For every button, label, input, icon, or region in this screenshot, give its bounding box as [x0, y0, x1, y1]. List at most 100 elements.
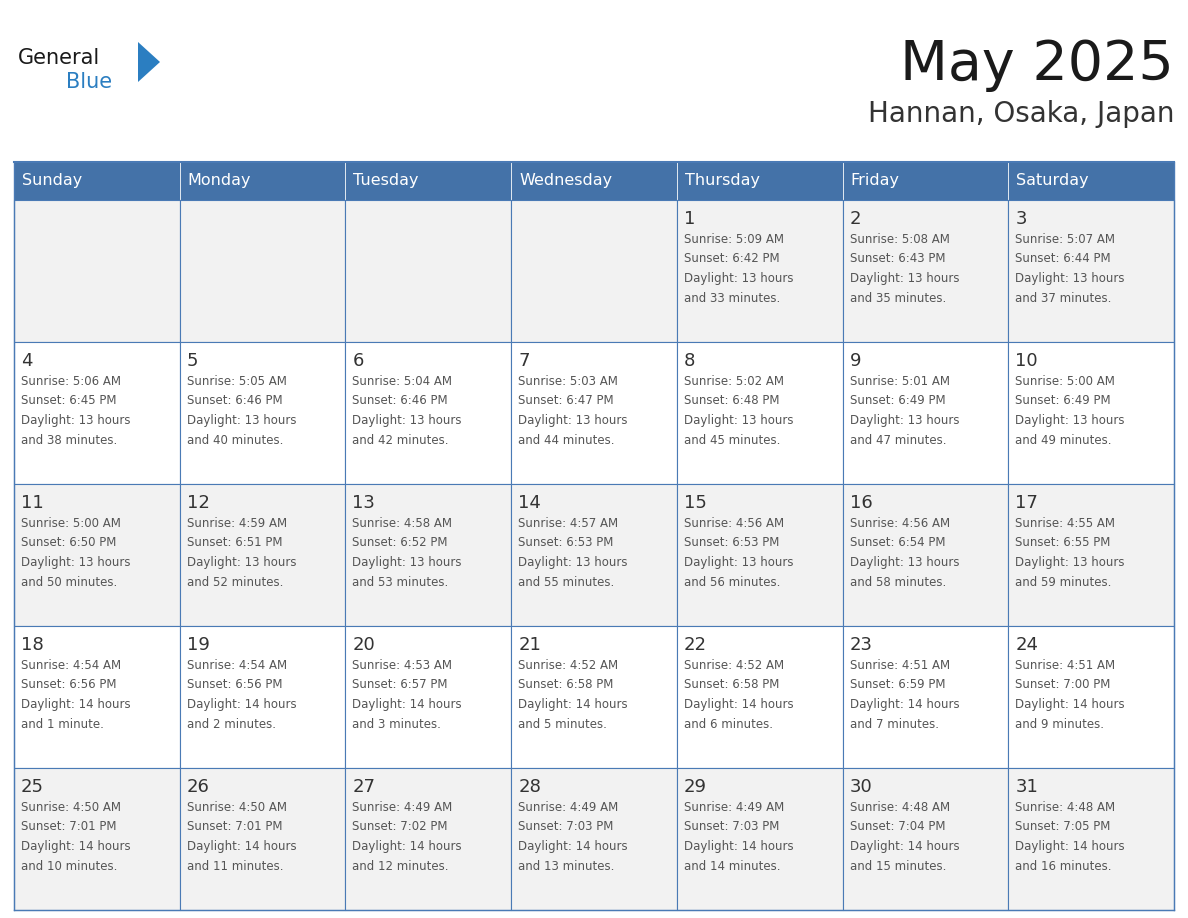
Text: Sunset: 6:48 PM: Sunset: 6:48 PM: [684, 395, 779, 408]
Text: Sunrise: 4:50 AM: Sunrise: 4:50 AM: [21, 801, 121, 814]
Text: Daylight: 13 hours: Daylight: 13 hours: [849, 556, 959, 569]
Text: Sunset: 7:01 PM: Sunset: 7:01 PM: [21, 821, 116, 834]
Text: General: General: [18, 48, 100, 68]
Bar: [179, 768, 346, 910]
Text: Sunrise: 5:05 AM: Sunrise: 5:05 AM: [187, 375, 286, 388]
Text: Sunday: Sunday: [23, 174, 82, 188]
Bar: [677, 200, 842, 342]
Text: Sunrise: 5:04 AM: Sunrise: 5:04 AM: [353, 375, 453, 388]
Text: 23: 23: [849, 636, 872, 654]
Polygon shape: [138, 42, 160, 82]
Bar: [179, 626, 346, 768]
Bar: [14, 626, 179, 768]
Bar: [842, 626, 1009, 768]
Bar: [842, 342, 1009, 484]
Text: 14: 14: [518, 494, 541, 512]
Text: Daylight: 14 hours: Daylight: 14 hours: [684, 698, 794, 711]
Text: and 11 minutes.: and 11 minutes.: [187, 859, 283, 872]
Bar: [1009, 162, 1174, 200]
Text: 17: 17: [1016, 494, 1038, 512]
Bar: [511, 162, 677, 200]
Text: 22: 22: [684, 636, 707, 654]
Text: Daylight: 13 hours: Daylight: 13 hours: [849, 272, 959, 285]
Bar: [511, 342, 677, 484]
Bar: [1009, 626, 1174, 768]
Text: Sunrise: 4:51 AM: Sunrise: 4:51 AM: [1016, 659, 1116, 672]
Text: Sunrise: 4:48 AM: Sunrise: 4:48 AM: [1016, 801, 1116, 814]
Bar: [346, 162, 511, 200]
Text: May 2025: May 2025: [901, 38, 1174, 92]
Text: and 12 minutes.: and 12 minutes.: [353, 859, 449, 872]
Text: Sunrise: 5:07 AM: Sunrise: 5:07 AM: [1016, 233, 1116, 246]
Text: Blue: Blue: [67, 72, 112, 92]
Bar: [1009, 768, 1174, 910]
Text: Sunrise: 4:57 AM: Sunrise: 4:57 AM: [518, 517, 618, 530]
Text: Sunrise: 5:08 AM: Sunrise: 5:08 AM: [849, 233, 949, 246]
Text: and 6 minutes.: and 6 minutes.: [684, 718, 773, 731]
Text: and 37 minutes.: and 37 minutes.: [1016, 292, 1112, 305]
Text: Daylight: 13 hours: Daylight: 13 hours: [353, 556, 462, 569]
Text: Sunset: 6:45 PM: Sunset: 6:45 PM: [21, 395, 116, 408]
Text: and 45 minutes.: and 45 minutes.: [684, 433, 781, 446]
Text: Daylight: 13 hours: Daylight: 13 hours: [684, 272, 794, 285]
Text: Sunrise: 4:54 AM: Sunrise: 4:54 AM: [21, 659, 121, 672]
Text: Sunrise: 4:48 AM: Sunrise: 4:48 AM: [849, 801, 949, 814]
Bar: [14, 342, 179, 484]
Text: and 33 minutes.: and 33 minutes.: [684, 292, 781, 305]
Bar: [842, 768, 1009, 910]
Text: and 1 minute.: and 1 minute.: [21, 718, 103, 731]
Text: and 44 minutes.: and 44 minutes.: [518, 433, 614, 446]
Text: Sunset: 6:44 PM: Sunset: 6:44 PM: [1016, 252, 1111, 265]
Bar: [14, 484, 179, 626]
Text: and 3 minutes.: and 3 minutes.: [353, 718, 441, 731]
Text: Saturday: Saturday: [1016, 174, 1089, 188]
Text: Sunset: 6:59 PM: Sunset: 6:59 PM: [849, 678, 946, 691]
Text: 12: 12: [187, 494, 209, 512]
Bar: [346, 626, 511, 768]
Text: and 5 minutes.: and 5 minutes.: [518, 718, 607, 731]
Text: Daylight: 14 hours: Daylight: 14 hours: [849, 698, 959, 711]
Text: 19: 19: [187, 636, 209, 654]
Bar: [842, 200, 1009, 342]
Text: Daylight: 13 hours: Daylight: 13 hours: [187, 414, 296, 427]
Text: Sunrise: 4:56 AM: Sunrise: 4:56 AM: [849, 517, 949, 530]
Text: and 2 minutes.: and 2 minutes.: [187, 718, 276, 731]
Text: and 14 minutes.: and 14 minutes.: [684, 859, 781, 872]
Text: Sunrise: 4:52 AM: Sunrise: 4:52 AM: [684, 659, 784, 672]
Text: Sunrise: 4:55 AM: Sunrise: 4:55 AM: [1016, 517, 1116, 530]
Bar: [842, 162, 1009, 200]
Text: Daylight: 13 hours: Daylight: 13 hours: [684, 556, 794, 569]
Text: Daylight: 13 hours: Daylight: 13 hours: [684, 414, 794, 427]
Text: 30: 30: [849, 778, 872, 796]
Text: 13: 13: [353, 494, 375, 512]
Bar: [346, 342, 511, 484]
Bar: [179, 162, 346, 200]
Text: Sunset: 7:04 PM: Sunset: 7:04 PM: [849, 821, 946, 834]
Text: Sunrise: 4:58 AM: Sunrise: 4:58 AM: [353, 517, 453, 530]
Bar: [1009, 342, 1174, 484]
Text: Sunrise: 5:00 AM: Sunrise: 5:00 AM: [21, 517, 121, 530]
Text: Sunset: 6:54 PM: Sunset: 6:54 PM: [849, 536, 946, 550]
Text: Daylight: 13 hours: Daylight: 13 hours: [187, 556, 296, 569]
Bar: [511, 484, 677, 626]
Text: Sunset: 6:53 PM: Sunset: 6:53 PM: [684, 536, 779, 550]
Text: Sunrise: 5:02 AM: Sunrise: 5:02 AM: [684, 375, 784, 388]
Text: Sunset: 7:05 PM: Sunset: 7:05 PM: [1016, 821, 1111, 834]
Text: 26: 26: [187, 778, 209, 796]
Text: Thursday: Thursday: [684, 174, 760, 188]
Text: Sunset: 6:42 PM: Sunset: 6:42 PM: [684, 252, 779, 265]
Text: and 38 minutes.: and 38 minutes.: [21, 433, 118, 446]
Text: Wednesday: Wednesday: [519, 174, 612, 188]
Text: and 58 minutes.: and 58 minutes.: [849, 576, 946, 588]
Bar: [677, 626, 842, 768]
Text: 27: 27: [353, 778, 375, 796]
Text: and 9 minutes.: and 9 minutes.: [1016, 718, 1105, 731]
Bar: [677, 162, 842, 200]
Text: Sunrise: 4:52 AM: Sunrise: 4:52 AM: [518, 659, 618, 672]
Text: 3: 3: [1016, 210, 1026, 228]
Bar: [842, 484, 1009, 626]
Text: Sunset: 7:03 PM: Sunset: 7:03 PM: [518, 821, 613, 834]
Text: Sunset: 6:57 PM: Sunset: 6:57 PM: [353, 678, 448, 691]
Text: and 49 minutes.: and 49 minutes.: [1016, 433, 1112, 446]
Text: Sunrise: 4:51 AM: Sunrise: 4:51 AM: [849, 659, 949, 672]
